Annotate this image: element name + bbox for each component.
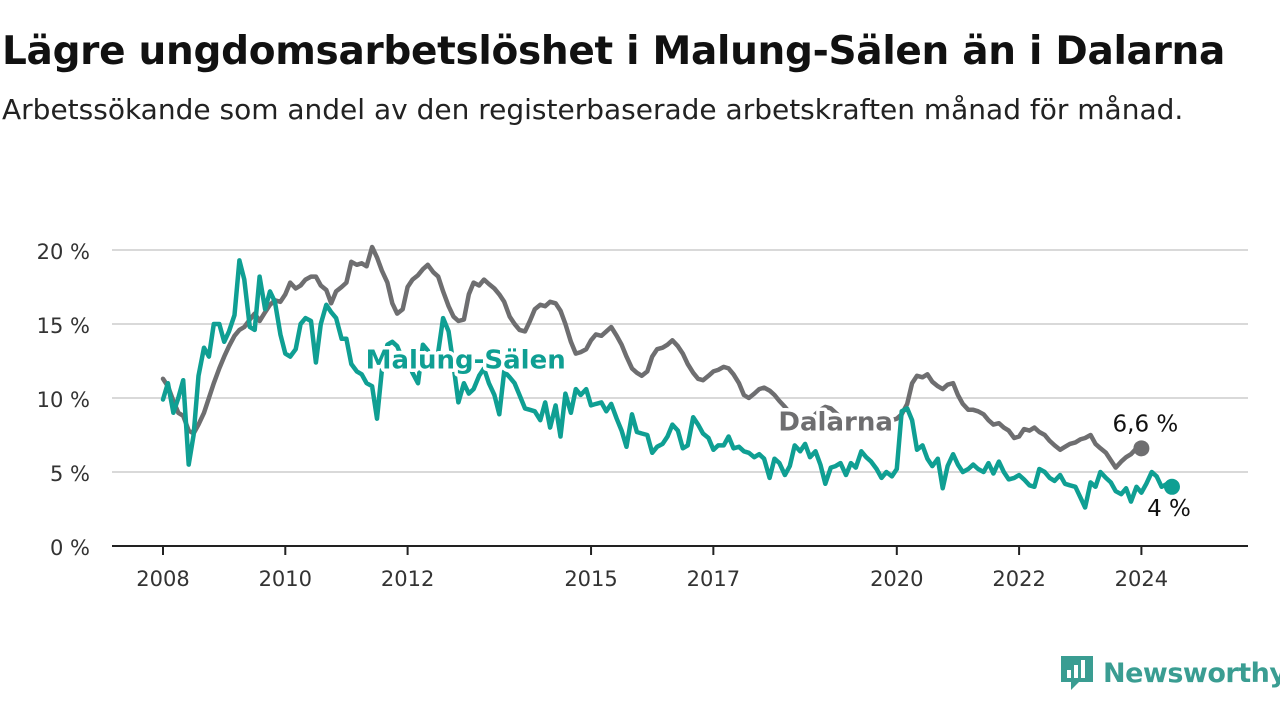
x-tick-label: 2012	[381, 567, 434, 591]
inline-label-malung-s-len: Malung-Sälen	[366, 345, 566, 375]
grid-lines	[112, 249, 1248, 473]
end-point-dalarna	[1133, 440, 1150, 457]
y-tick-label: 0 %	[50, 536, 90, 560]
series-line-malung-s-len	[160, 258, 1175, 510]
x-tick-label: 2017	[687, 567, 740, 591]
axes: 0 % 5 % 10 % 15 % 20 % 2008 2010 2012 2015 2017 20…	[37, 240, 1248, 591]
brand-name: Newsworthy	[1103, 657, 1280, 689]
x-tick-label: 2015	[564, 567, 617, 591]
x-tick-label: 2020	[870, 567, 923, 591]
x-tick-label: 2022	[992, 567, 1045, 591]
x-tick-label: 2010	[259, 567, 312, 591]
y-tick-label: 10 %	[37, 388, 90, 412]
chart-title: Lägre ungdomsarbetslöshet i Malung-Sälen…	[2, 29, 1225, 74]
line-chart: 0 % 5 % 10 % 15 % 20 % 2008 2010 2012 2015 2017 20…	[37, 240, 1248, 591]
y-tick-label: 15 %	[37, 314, 90, 338]
end-point-malung-s-len	[1163, 478, 1180, 495]
brand-logo: Newsworthy	[1059, 654, 1280, 692]
inline-label-dalarna: Dalarna	[778, 408, 892, 438]
x-tick-label: 2024	[1115, 567, 1168, 591]
y-tick-label: 20 %	[37, 240, 90, 264]
series-lines	[160, 244, 1180, 510]
x-tick-label: 2008	[136, 567, 189, 591]
series-labels: 6,6 % 4 % Malung-Sälen Dalarna	[362, 342, 1191, 522]
chart-subtitle: Arbetssökande som andel av den registerb…	[2, 93, 1184, 126]
end-label-malung-salen: 4 %	[1147, 496, 1191, 522]
end-label-dalarna: 6,6 %	[1113, 411, 1179, 437]
y-tick-label: 5 %	[50, 462, 90, 486]
series-line-dalarna	[160, 244, 1144, 470]
newsworthy-logo-icon	[1061, 656, 1093, 690]
